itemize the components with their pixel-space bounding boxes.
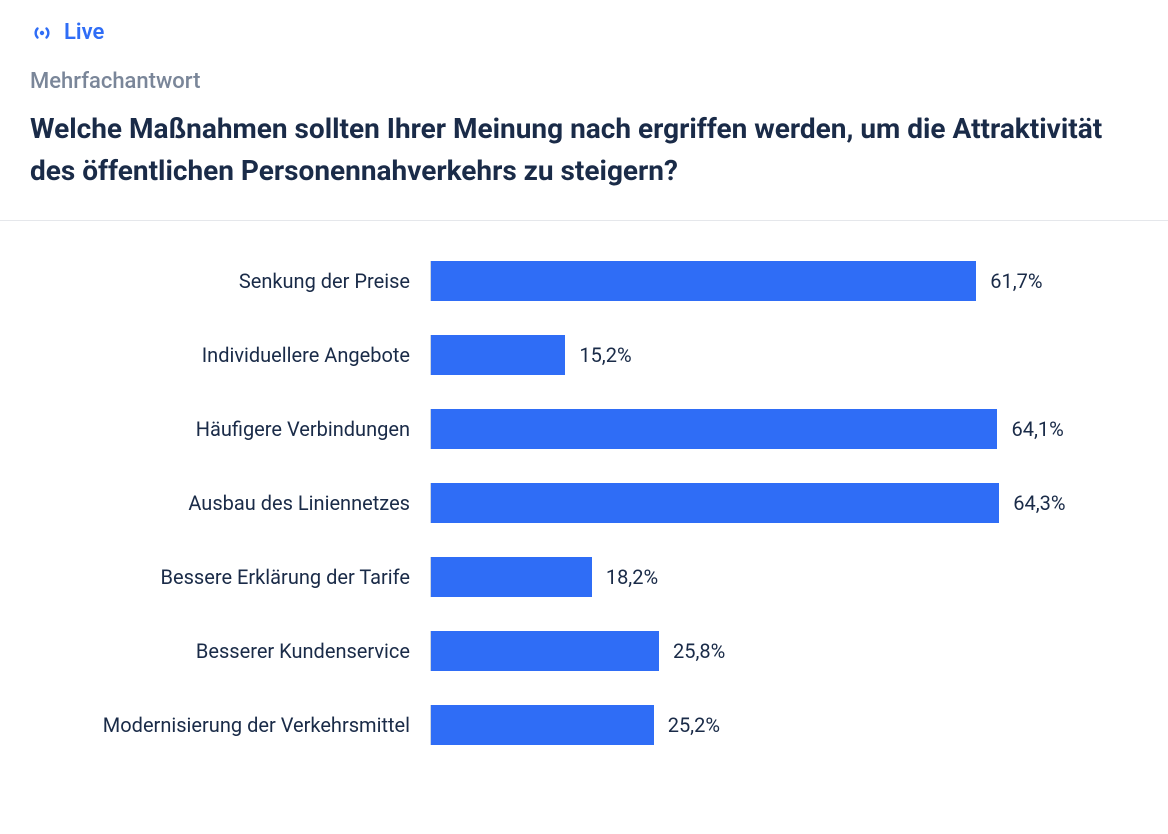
bar-value: 18,2% [606,565,658,589]
bar-value: 15,2% [579,343,631,367]
bar-fill [431,557,592,597]
bar-track: 15,2% [430,335,1138,375]
bar-label: Senkung der Preise [30,269,430,293]
live-label: Live [64,20,104,45]
response-type-label: Mehrfachantwort [30,69,1138,94]
bar-track: 64,3% [430,483,1138,523]
bar-track: 18,2% [430,557,1138,597]
bar-fill [431,261,976,301]
chart-row: Bessere Erklärung der Tarife 18,2% [30,557,1138,597]
bar-fill [431,705,654,745]
live-icon [30,21,54,45]
live-badge: Live [30,20,104,45]
bar-value: 64,1% [1011,417,1063,441]
bar-value: 64,3% [1013,491,1065,515]
bar-label: Häufigere Verbindungen [30,417,430,441]
question-title: Welche Maßnahmen sollten Ihrer Meinung n… [30,108,1138,192]
bar-fill [431,335,565,375]
bar-fill [431,631,659,671]
chart-row: Senkung der Preise 61,7% [30,261,1138,301]
bar-chart: Senkung der Preise 61,7% Individuellere An… [30,245,1138,745]
bar-fill [431,409,997,449]
chart-row: Individuellere Angebote 15,2% [30,335,1138,375]
bar-track: 61,7% [430,261,1138,301]
bar-track: 25,2% [430,705,1138,745]
bar-fill [431,483,999,523]
chart-row: Ausbau des Liniennetzes 64,3% [30,483,1138,523]
chart-row: Modernisierung der Verkehrsmittel 25,2% [30,705,1138,745]
bar-track: 64,1% [430,409,1138,449]
bar-label: Ausbau des Liniennetzes [30,491,430,515]
divider [0,220,1168,221]
chart-row: Häufigere Verbindungen 64,1% [30,409,1138,449]
chart-row: Besserer Kundenservice 25,8% [30,631,1138,671]
bar-label: Individuellere Angebote [30,343,430,367]
bar-track: 25,8% [430,631,1138,671]
bar-label: Besserer Kundenservice [30,639,430,663]
bar-value: 61,7% [990,269,1042,293]
bar-value: 25,8% [673,639,725,663]
bar-label: Bessere Erklärung der Tarife [30,565,430,589]
bar-value: 25,2% [668,713,720,737]
bar-label: Modernisierung der Verkehrsmittel [30,713,430,737]
chart-container: Live Mehrfachantwort Welche Maßnahmen so… [0,0,1168,809]
